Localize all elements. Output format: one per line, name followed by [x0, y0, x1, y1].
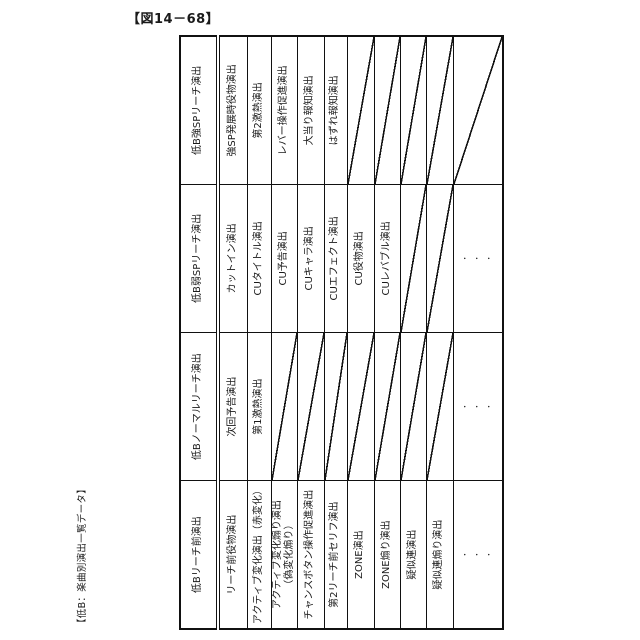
table-cell: CU予告演出: [271, 184, 297, 333]
crossed-out-cell: [297, 332, 324, 481]
crossed-out-cell: [453, 36, 503, 185]
table-cell: 疑似連演出: [400, 480, 426, 629]
performance-table: 低Bリーチ前演出 低Bノーマルリーチ演出 低B弱SPリーチ演出 低B強SPリーチ演出リ…: [179, 35, 504, 630]
table-cell: リーチ前役物演出: [218, 480, 247, 629]
dot: ・: [461, 254, 470, 262]
crossed-out-cell: [347, 36, 374, 185]
slash-mark: [374, 333, 400, 481]
table-cell: CU役物演出: [347, 184, 374, 333]
crossed-out-cell: [271, 332, 297, 481]
table-cell: 疑似連煽り演出: [426, 480, 453, 629]
table-cell: 第1激熱演出: [247, 332, 271, 481]
slash-mark: [400, 37, 426, 184]
crossed-out-cell: [426, 36, 453, 185]
slash-mark: [426, 37, 453, 184]
dot: ・: [473, 551, 482, 559]
slash-mark: [374, 37, 400, 184]
rotated-table-area: 【低B：楽曲別演出一覧データ】 低Bリーチ前演出 低Bノーマルリーチ演出 低B弱SP…: [76, 35, 504, 630]
dot: ・: [485, 551, 494, 559]
crossed-out-cell: [374, 36, 400, 185]
dot: ・: [473, 254, 482, 262]
crossed-out-cell: [400, 36, 426, 185]
table-cell: チャンスボタン操作促進演出: [297, 480, 324, 629]
table-cell: CUエフェクト演出: [324, 184, 347, 333]
continuation-cell: ・・・: [453, 332, 503, 481]
table-cell: はずれ報知演出: [324, 36, 347, 185]
table-cell: カットイン演出: [218, 184, 247, 333]
slash-mark: [271, 333, 297, 481]
crossed-out-cell: [400, 184, 426, 333]
table-cell: ZONE煽り演出: [374, 480, 400, 629]
continuation-cell: ・・・: [453, 184, 503, 333]
column-header: 低B強SPリーチ演出: [180, 36, 218, 185]
column-header: 低Bノーマルリーチ演出: [180, 332, 218, 481]
slash-mark: [400, 333, 426, 481]
slash-mark: [426, 184, 453, 332]
rotated-content: 【低B：楽曲別演出一覧データ】 低Bリーチ前演出 低Bノーマルリーチ演出 低B弱SP…: [76, 35, 504, 630]
slash-mark: [347, 37, 374, 184]
table-title-label: 【低B：楽曲別演出一覧データ】: [77, 483, 88, 628]
table-cell: 強SP発展時役物演出: [218, 36, 247, 185]
crossed-out-cell: [400, 332, 426, 481]
slash-mark: [400, 184, 426, 332]
crossed-out-cell: [324, 332, 347, 481]
continuation-dots: ・・・: [454, 185, 503, 332]
table-cell: アクティブ変化演出（赤変化）: [247, 480, 271, 629]
slash-mark: [347, 333, 374, 481]
table-cell: ZONE演出: [347, 480, 374, 629]
continuation-dots: ・・・: [454, 333, 503, 480]
slash-mark: [426, 333, 453, 481]
dot: ・: [485, 254, 494, 262]
dot: ・: [461, 403, 470, 411]
continuation-cell: ・・・: [453, 480, 503, 629]
column-header: 低B弱SPリーチ演出: [180, 184, 218, 333]
table-cell: アクティブ変化煽り演出 （偽変化煽り）: [271, 480, 297, 629]
crossed-out-cell: [426, 184, 453, 333]
dot: ・: [485, 403, 494, 411]
column-header: 低Bリーチ前演出: [180, 480, 218, 629]
crossed-out-cell: [426, 332, 453, 481]
table-cell: 第2激熱演出: [247, 36, 271, 185]
crossed-out-cell: [347, 332, 374, 481]
slash-mark: [453, 37, 502, 184]
table-cell: CUキャラ演出: [297, 184, 324, 333]
continuation-dots: ・・・: [454, 481, 503, 628]
table-cell: 第2リーチ前セリフ演出: [324, 480, 347, 629]
crossed-out-cell: [374, 332, 400, 481]
table-cell: CUレバブル演出: [374, 184, 400, 333]
table-cell: 大当り報知演出: [297, 36, 324, 185]
table-cell: レバー操作促進演出: [271, 36, 297, 185]
slash-mark: [297, 333, 324, 481]
figure-number-label: 【図14－68】: [127, 12, 220, 27]
table-cell: CUタイトル演出: [247, 184, 271, 333]
dot: ・: [461, 551, 470, 559]
table-cell: 次回予告演出: [218, 332, 247, 481]
slash-mark: [324, 333, 347, 481]
dot: ・: [473, 403, 482, 411]
